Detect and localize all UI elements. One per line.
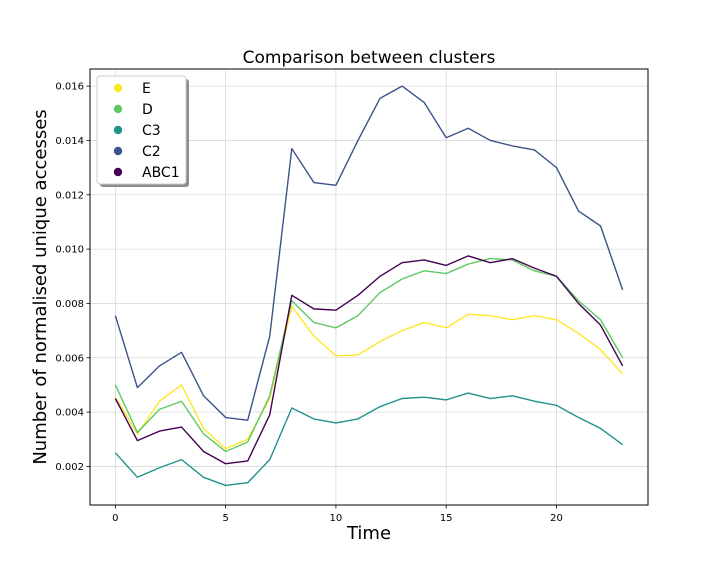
x-tick-label: 15 [440, 513, 453, 524]
legend: ED C3 C2 ABC1 [96, 75, 189, 187]
y-tick-label: 0.012 [55, 190, 84, 201]
y-axis-label: Number of normalised unique accesses [30, 109, 51, 464]
x-tick-label: 5 [222, 513, 228, 524]
legend-marker-c2 [113, 146, 123, 156]
legend-marker-c3 [113, 125, 123, 135]
x-axis-label: Time [346, 523, 391, 544]
x-tick-label: 20 [550, 513, 563, 524]
legend-box [96, 75, 187, 185]
y-tick-label: 0.008 [55, 299, 84, 310]
series-line-c2 [114, 85, 624, 421]
legend-label-d: D [142, 102, 153, 118]
series-lines [114, 85, 624, 487]
legend-label-abc1: ABC1 [142, 165, 180, 181]
ticks: 0 5 10 15 20 0.002 0.004 0.006 0.008 0.010 0.012 0.… [55, 82, 562, 524]
legend-label-c2: C2 [142, 144, 161, 160]
legend-label-c3: C3 [142, 123, 161, 139]
legend-marker-d [113, 104, 123, 114]
legend-marker-e [113, 83, 123, 93]
y-tick-label: 0.010 [55, 245, 84, 256]
series-line-abc1 [114, 255, 624, 465]
y-tick-label: 0.002 [55, 462, 84, 473]
chart-title: Comparison between clusters [243, 48, 496, 68]
plot-frame [89, 68, 649, 506]
y-tick-label: 0.014 [55, 136, 84, 147]
legend-label-e: E [142, 81, 151, 97]
series-line-c3 [114, 392, 624, 487]
series-line-e [114, 305, 624, 450]
legend-marker-abc1 [113, 167, 123, 177]
series-line-d [114, 257, 624, 453]
y-tick-label: 0.006 [55, 353, 84, 364]
x-tick-label: 0 [112, 513, 118, 524]
y-tick-label: 0.004 [55, 408, 84, 419]
x-tick-label: 10 [330, 513, 343, 524]
y-tick-label: 0.016 [55, 82, 84, 93]
